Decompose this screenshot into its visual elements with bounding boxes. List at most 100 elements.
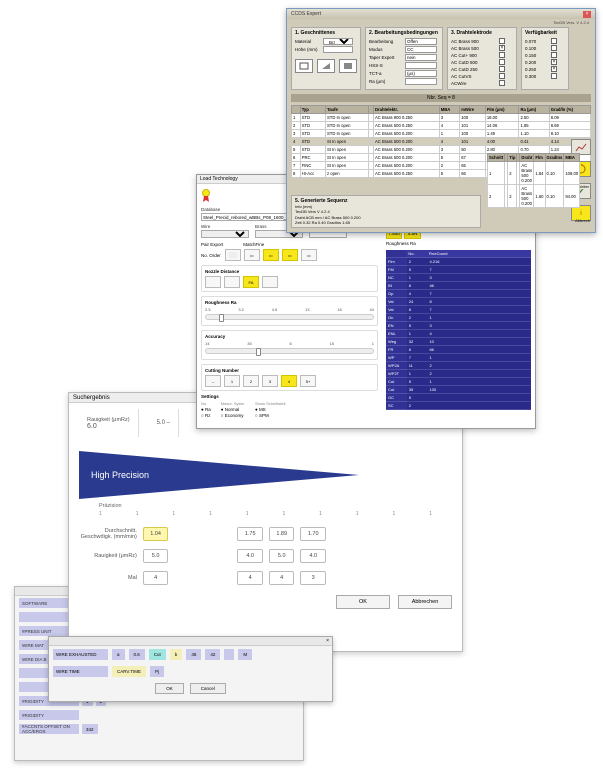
checkbox[interactable] bbox=[499, 52, 505, 58]
checkbox[interactable] bbox=[499, 73, 505, 79]
close-icon[interactable]: × bbox=[583, 11, 591, 18]
accuracy-label: Accuracy bbox=[205, 334, 374, 339]
chip[interactable]: CARV.TIME bbox=[112, 666, 146, 677]
cutn-tile[interactable]: 1 bbox=[224, 375, 240, 387]
checkbox[interactable] bbox=[551, 73, 557, 79]
checkbox[interactable] bbox=[551, 38, 557, 44]
height-field[interactable] bbox=[323, 46, 353, 53]
chip[interactable]: b bbox=[170, 649, 183, 660]
panel-title: 2. Bearbeitungsbedingungen bbox=[369, 30, 439, 36]
wire-select[interactable] bbox=[201, 230, 249, 238]
cutn-tile[interactable]: 4 bbox=[281, 375, 297, 387]
cancel-button[interactable]: Abbrechen bbox=[398, 595, 452, 609]
param-table: No.FineCoord Flm24.216FM57NC13IN646Op47V… bbox=[386, 250, 531, 410]
titlebar[interactable]: CCDS Expert × bbox=[287, 9, 595, 19]
nozzle-tile[interactable] bbox=[262, 276, 278, 288]
chip[interactable]: 0.6 bbox=[129, 649, 145, 660]
radio[interactable]: MS bbox=[255, 407, 287, 412]
ccds-expert-window: CCDS Expert × TecDB Vers. V 4.2.4 1. Ges… bbox=[286, 8, 596, 233]
cutn-tile[interactable]: 2 bbox=[243, 375, 259, 387]
nozzle-tile[interactable] bbox=[224, 276, 240, 288]
checkbox[interactable] bbox=[499, 66, 505, 72]
cond-field[interactable] bbox=[405, 62, 437, 69]
roughness-mini-label: Roughness Ra bbox=[386, 241, 416, 246]
axis-label: Präzision bbox=[99, 503, 452, 509]
cancel-button[interactable]: Cancel bbox=[190, 683, 226, 694]
radio[interactable]: Rz bbox=[201, 413, 211, 418]
chip[interactable]: 45 bbox=[186, 649, 201, 660]
roughness-range: 5.0 – bbox=[157, 420, 170, 426]
close-icon[interactable]: × bbox=[326, 638, 329, 644]
chip[interactable]: 42 bbox=[205, 649, 220, 660]
chip[interactable]: Cut bbox=[149, 649, 166, 660]
radio[interactable]: Economy bbox=[221, 413, 245, 418]
panel-material: 1. Geschnittenes MaterialBrass Höhe (mm) bbox=[291, 27, 361, 90]
checkbox[interactable] bbox=[499, 38, 505, 44]
roughness-value: 6.0 bbox=[87, 423, 130, 430]
title: CCDS Expert bbox=[291, 11, 321, 17]
cond-field[interactable] bbox=[405, 38, 437, 45]
nozzle-tile[interactable] bbox=[205, 276, 221, 288]
precision-triangle: High Precision bbox=[79, 451, 359, 499]
generated-sequence-table: SchnittTipDrahtFlmGradInsMBA12AC Brass 5… bbox=[487, 153, 567, 208]
search-result-window: Suchergebnis Rauigkeit (μmRz) 6.0 5.0 – … bbox=[68, 392, 463, 652]
cutn-tile[interactable]: – bbox=[205, 375, 221, 387]
checkbox[interactable] bbox=[499, 59, 505, 65]
radio[interactable]: Ra bbox=[201, 407, 211, 412]
info-icon: i bbox=[580, 210, 582, 217]
checkbox[interactable] bbox=[499, 45, 505, 51]
mode-button[interactable] bbox=[317, 59, 335, 73]
cutting-number-label: Cutting Number bbox=[205, 368, 374, 373]
accuracy-slider[interactable] bbox=[205, 348, 374, 354]
order-tile-selected[interactable]: ▭ bbox=[282, 249, 298, 261]
chip[interactable]: a bbox=[112, 649, 125, 660]
cutting-number-group: Cutting Number –12345+ bbox=[201, 364, 378, 391]
list-icon bbox=[229, 252, 237, 258]
accuracy-group: Accuracy 14356151 bbox=[201, 330, 378, 360]
cutn-tile[interactable]: 3 bbox=[262, 375, 278, 387]
database-label: Database bbox=[201, 207, 220, 212]
order-tile-selected[interactable]: ▭ bbox=[263, 249, 279, 261]
panel-wire: 3. Drahtelektrode AC Brass 900AC Brass 5… bbox=[447, 27, 517, 90]
order-tile[interactable]: ▭ bbox=[244, 249, 260, 261]
chip[interactable] bbox=[224, 649, 234, 660]
mode-button[interactable] bbox=[339, 59, 357, 73]
wire-popup-window: × WIRE EXHAUSTEDa0.6Cutb4542M WIRE TIMEC… bbox=[48, 636, 333, 702]
cond-field[interactable] bbox=[405, 54, 437, 61]
chip[interactable]: M bbox=[238, 649, 252, 660]
square-icon bbox=[299, 62, 309, 70]
cond-field[interactable] bbox=[405, 78, 437, 85]
checkbox[interactable] bbox=[551, 59, 557, 65]
slope-icon bbox=[321, 62, 331, 70]
cond-field[interactable] bbox=[405, 46, 437, 53]
ok-button[interactable]: OK bbox=[155, 683, 184, 694]
ok-button[interactable]: OK bbox=[336, 595, 390, 609]
radio[interactable]: Normal bbox=[221, 407, 245, 412]
material-select[interactable]: Brass bbox=[323, 38, 353, 45]
checkbox[interactable] bbox=[551, 45, 557, 51]
checkbox[interactable] bbox=[551, 52, 557, 58]
title: Suchergebnis bbox=[73, 395, 110, 401]
order-tile[interactable]: ▭ bbox=[301, 249, 317, 261]
titlebar[interactable]: × bbox=[49, 637, 332, 646]
nozzle-tile[interactable]: FA bbox=[243, 276, 259, 288]
checkbox[interactable] bbox=[551, 66, 557, 72]
mode-button[interactable] bbox=[295, 59, 313, 73]
cond-field[interactable] bbox=[405, 70, 437, 77]
medal-icon bbox=[201, 189, 211, 203]
panel-conditions: 2. Bearbeitungsbedingungen BearbeitungMo… bbox=[365, 27, 443, 90]
cutn-tile[interactable]: 5+ bbox=[300, 375, 316, 387]
chip[interactable]: Pj bbox=[150, 666, 164, 677]
nozzle-group: Nozzle Distance FA bbox=[201, 265, 378, 292]
triangle-label: High Precision bbox=[91, 470, 149, 480]
chip[interactable]: 342 bbox=[82, 724, 98, 734]
checkbox[interactable] bbox=[499, 80, 505, 86]
order-label: No. Order bbox=[201, 253, 221, 258]
panel-title: 1. Geschnittenes bbox=[295, 30, 357, 36]
radio[interactable]: SPM bbox=[255, 413, 287, 418]
nozzle-label: Nozzle Distance bbox=[205, 269, 374, 274]
order-tile[interactable] bbox=[225, 249, 241, 261]
panel-title: Verfügbarkeit bbox=[525, 30, 565, 36]
matchfine-label: MatchFine bbox=[243, 242, 264, 247]
roughness-slider[interactable] bbox=[205, 314, 374, 320]
